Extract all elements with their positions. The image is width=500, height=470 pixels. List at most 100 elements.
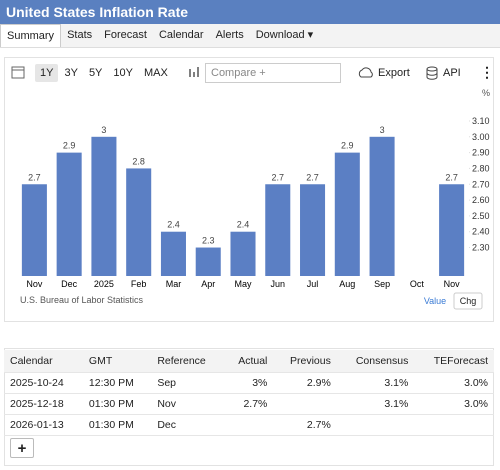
more-menu[interactable]: ⋮ [480, 64, 494, 80]
tab[interactable]: Forecast [104, 29, 147, 41]
mode-button[interactable]: Chg [460, 296, 477, 306]
x-tick-label: Dec [61, 279, 78, 289]
export-icon [358, 67, 373, 78]
caret: ▾ [304, 29, 314, 41]
calendar-icon[interactable] [5, 63, 35, 83]
x-tick-label: Apr [201, 279, 215, 289]
table-cell: Dec [151, 414, 224, 436]
y-tick-label: 3.00 [472, 132, 490, 142]
table-cell: 2.9% [273, 372, 337, 394]
bar [195, 247, 221, 276]
table-cell [223, 414, 274, 436]
table-cell: 2.7% [223, 393, 274, 415]
y-tick-label: 2.30 [472, 243, 490, 253]
column-header: Previous [273, 350, 337, 373]
table-cell: 3.1% [336, 372, 415, 394]
compare-input[interactable]: Compare + [205, 63, 341, 83]
value-label: 2.3 [202, 236, 215, 246]
x-tick-label: Jun [271, 279, 286, 289]
value-label: 2.9 [341, 141, 354, 151]
table-cell [273, 393, 337, 415]
y-tick-label: 2.50 [472, 211, 490, 221]
source: U.S. Bureau of Labor Statistics [20, 295, 144, 305]
mode-button[interactable]: Value [424, 296, 446, 306]
column-header: Reference [151, 350, 224, 373]
tab[interactable]: Stats [67, 29, 93, 41]
value-label: 2.4 [167, 220, 180, 230]
range-button[interactable]: 10Y [113, 67, 133, 79]
api-button[interactable]: API [443, 67, 461, 79]
x-tick-label: May [234, 279, 252, 289]
table-cell: 2.7% [273, 414, 337, 436]
y-tick-label: 2.80 [472, 163, 490, 173]
bar [300, 184, 326, 276]
bar [160, 231, 186, 276]
chart: % 3.10 3.00 2.90 2.80 2.70 2.60 2.50 2.40 2.30 Nov… [20, 88, 490, 310]
table-cell: 12:30 PM [82, 372, 152, 394]
value-label: 2.9 [63, 141, 76, 151]
table-cell: 2026-01-13 [4, 414, 83, 436]
x-tick-label: Feb [131, 279, 147, 289]
column-header: TEForecast [414, 350, 494, 373]
tab[interactable]: Summary [0, 24, 62, 47]
table-cell: 3.0% [414, 393, 494, 415]
table-row: 2026-01-13 01:30 PM Dec 2.7% [4, 414, 494, 436]
tab[interactable]: Alerts [215, 29, 244, 41]
range-button[interactable]: 3Y [64, 67, 78, 79]
table-cell: 3.0% [414, 372, 494, 394]
tab[interactable]: Download ▾ [255, 29, 314, 41]
bar [439, 184, 465, 276]
table-cell: 01:30 PM [82, 393, 152, 415]
value-label: 3 [101, 125, 106, 135]
table-cell: Sep [151, 372, 224, 394]
table-cell: 3.1% [336, 393, 415, 415]
range-button[interactable]: 5Y [88, 67, 103, 79]
x-tick-label: Mar [166, 279, 182, 289]
table-cell [336, 414, 415, 436]
x-tick-label: 2025 [94, 279, 114, 289]
x-tick-label: Oct [410, 279, 425, 289]
add-button[interactable]: + [10, 438, 34, 458]
value-label: 2.4 [237, 220, 250, 230]
value-label: 2.7 [28, 172, 41, 182]
bar [369, 136, 395, 276]
column-header: GMT [82, 350, 152, 373]
mode-button-bg [453, 292, 483, 310]
value-label: 3 [380, 125, 385, 135]
x-tick-label: Nov [26, 279, 43, 289]
range-button[interactable]: MAX [143, 67, 168, 79]
table-cell: 2025-10-24 [4, 372, 83, 394]
calendar-table: Calendar GMT Reference Actual Previous Consen… [4, 350, 494, 436]
range-group: 1Y 3Y 5Y 10Y MAX [35, 64, 174, 82]
x-tick-label: Aug [339, 279, 355, 289]
column-header: Actual [223, 350, 274, 373]
table-cell: Nov [151, 393, 224, 415]
y-tick-label: 2.90 [472, 148, 490, 158]
header-row: Calendar GMT Reference Actual Previous Consen… [4, 350, 494, 373]
tab[interactable]: Calendar [158, 29, 204, 41]
range-button[interactable]: 1Y [35, 64, 59, 82]
chart-card [4, 57, 494, 322]
column-header: Calendar [4, 350, 83, 373]
x-tick-label: Nov [444, 279, 461, 289]
bar [265, 184, 291, 276]
bar [334, 152, 360, 276]
tab-bar: Summary Stats Forecast Calendar Alerts Downlo… [0, 24, 500, 48]
y-unit: % [482, 88, 490, 98]
table-cell [414, 414, 494, 436]
table-row: 2025-12-18 01:30 PM Nov 2.7% 3.1% 3.0% [4, 393, 494, 415]
table-cell: 2025-12-18 [4, 393, 83, 415]
export-button[interactable]: Export [378, 67, 410, 79]
chart-type-icon[interactable] [174, 63, 214, 83]
table-cell: 3% [223, 372, 274, 394]
value-label: 2.8 [132, 156, 145, 166]
y-tick-label: 2.60 [472, 195, 490, 205]
bar [230, 231, 256, 276]
value-label: 2.7 [306, 172, 319, 182]
toolbar: 1Y 3Y 5Y 10Y MAX [5, 60, 493, 86]
bar [91, 136, 117, 276]
column-header: Consensus [336, 350, 415, 373]
page-title: United States Inflation Rate [0, 0, 500, 24]
y-tick-label: 2.40 [472, 227, 490, 237]
